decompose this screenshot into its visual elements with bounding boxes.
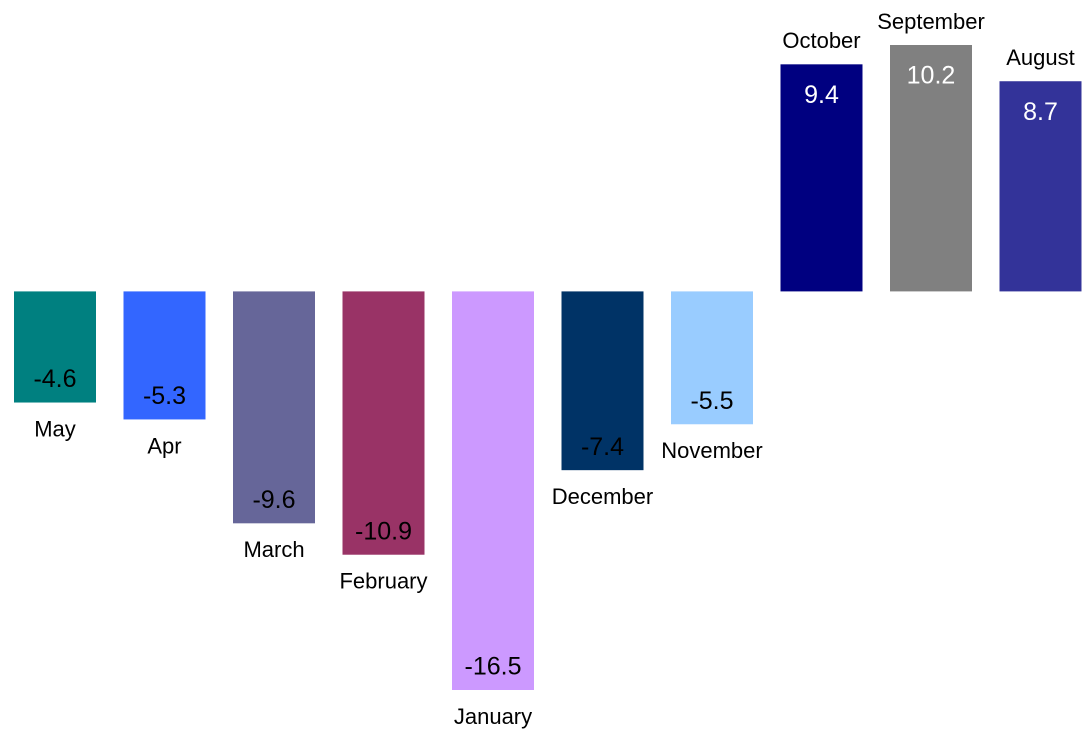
value-label: -9.6 <box>252 486 295 514</box>
category-label: December <box>552 484 653 509</box>
value-label: -5.5 <box>690 387 733 415</box>
category-label: October <box>782 28 860 53</box>
bar <box>999 81 1082 292</box>
bar <box>342 291 425 555</box>
value-label: -10.9 <box>355 517 412 545</box>
value-label: 9.4 <box>804 81 839 109</box>
category-label: August <box>1006 45 1075 70</box>
category-label: November <box>661 438 762 463</box>
bar <box>123 291 206 420</box>
category-label: September <box>877 9 985 34</box>
category-label: February <box>339 569 427 594</box>
category-label: March <box>243 537 304 562</box>
value-label: 10.2 <box>907 62 956 90</box>
bar <box>14 291 96 403</box>
category-label: Apr <box>147 433 181 458</box>
value-label: 8.7 <box>1023 98 1058 126</box>
category-label: May <box>34 416 76 441</box>
value-label: -7.4 <box>581 433 624 461</box>
bar <box>671 291 753 425</box>
bar <box>452 291 534 690</box>
value-label: -5.3 <box>143 382 186 410</box>
bar <box>890 45 972 292</box>
bar <box>561 291 644 471</box>
value-label: -4.6 <box>33 365 76 393</box>
category-label: January <box>454 704 532 729</box>
value-label: -16.5 <box>465 653 522 681</box>
bar <box>233 291 315 524</box>
bar <box>780 64 863 292</box>
